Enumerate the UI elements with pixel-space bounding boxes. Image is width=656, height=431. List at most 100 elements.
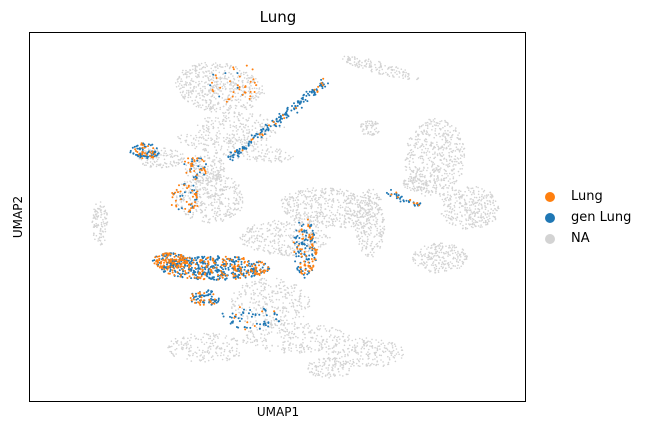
data-point bbox=[433, 170, 436, 172]
data-point bbox=[223, 175, 225, 178]
data-point bbox=[372, 247, 375, 250]
data-point bbox=[429, 194, 432, 196]
data-point bbox=[304, 195, 307, 197]
data-point bbox=[354, 58, 356, 60]
data-point bbox=[341, 214, 344, 216]
data-point bbox=[171, 150, 173, 153]
data-point bbox=[460, 173, 463, 175]
data-point bbox=[416, 78, 419, 80]
data-point bbox=[275, 226, 278, 228]
data-point bbox=[260, 223, 263, 226]
data-point bbox=[417, 157, 420, 159]
data-point bbox=[208, 157, 211, 160]
data-point bbox=[451, 208, 454, 210]
data-point bbox=[461, 227, 464, 230]
data-point bbox=[274, 222, 277, 225]
data-point bbox=[452, 129, 455, 132]
data-point bbox=[339, 188, 342, 191]
data-point bbox=[169, 156, 172, 158]
data-point bbox=[390, 68, 393, 71]
data-point bbox=[426, 163, 428, 166]
data-point bbox=[387, 66, 390, 69]
data-point bbox=[325, 200, 327, 202]
data-point bbox=[207, 333, 209, 336]
data-point bbox=[319, 246, 322, 248]
data-point bbox=[175, 340, 177, 343]
data-point bbox=[403, 71, 405, 74]
data-point bbox=[277, 234, 280, 237]
data-point bbox=[445, 132, 447, 135]
data-point bbox=[339, 351, 342, 354]
data-point bbox=[432, 261, 435, 263]
data-point bbox=[431, 166, 433, 168]
data-point bbox=[360, 64, 363, 67]
data-point bbox=[336, 218, 339, 221]
data-point bbox=[92, 234, 95, 236]
data-point bbox=[426, 121, 429, 124]
data-point bbox=[363, 345, 365, 347]
data-point bbox=[288, 154, 290, 157]
data-point bbox=[465, 223, 467, 225]
data-point bbox=[264, 288, 266, 291]
data-point bbox=[461, 194, 464, 196]
data-point bbox=[195, 105, 198, 108]
data-point bbox=[209, 117, 211, 119]
data-point bbox=[218, 207, 221, 210]
data-point bbox=[371, 207, 374, 209]
data-point bbox=[234, 88, 236, 90]
data-point bbox=[461, 248, 464, 250]
data-point bbox=[421, 254, 423, 257]
data-point bbox=[371, 208, 373, 211]
data-point bbox=[446, 196, 449, 199]
data-point bbox=[378, 71, 380, 74]
data-point bbox=[359, 237, 362, 240]
data-point bbox=[230, 64, 232, 67]
data-point bbox=[462, 143, 464, 146]
data-point bbox=[312, 216, 315, 219]
data-point bbox=[447, 217, 450, 219]
data-point bbox=[178, 76, 180, 79]
data-point bbox=[468, 215, 471, 217]
data-point bbox=[323, 217, 326, 220]
data-point bbox=[474, 214, 476, 216]
data-point bbox=[250, 100, 253, 102]
data-point bbox=[191, 80, 194, 82]
data-point bbox=[290, 350, 293, 352]
data-point bbox=[311, 205, 313, 207]
data-point bbox=[238, 354, 240, 357]
data-point bbox=[251, 129, 254, 131]
data-point bbox=[359, 213, 361, 215]
data-point bbox=[207, 359, 210, 362]
data-point bbox=[280, 287, 282, 290]
data-point bbox=[182, 199, 185, 202]
data-point bbox=[99, 230, 101, 232]
data-point bbox=[463, 154, 466, 157]
data-point bbox=[481, 188, 483, 190]
data-point bbox=[472, 189, 475, 192]
data-point bbox=[286, 223, 289, 226]
data-point bbox=[254, 97, 256, 99]
data-point bbox=[466, 194, 468, 197]
data-point bbox=[480, 213, 483, 215]
data-point bbox=[358, 216, 360, 219]
data-point bbox=[347, 194, 350, 197]
data-point bbox=[329, 215, 332, 217]
data-point bbox=[266, 303, 268, 306]
data-point bbox=[249, 88, 251, 91]
data-point bbox=[439, 259, 442, 261]
data-point bbox=[458, 151, 461, 153]
data-point bbox=[180, 84, 183, 87]
data-point bbox=[205, 71, 208, 73]
data-point bbox=[407, 78, 409, 80]
data-point bbox=[431, 174, 433, 176]
data-point bbox=[477, 212, 479, 214]
data-point bbox=[210, 137, 212, 139]
data-point bbox=[258, 235, 261, 237]
data-point bbox=[347, 373, 349, 376]
data-point bbox=[445, 170, 447, 172]
data-point bbox=[422, 145, 425, 148]
data-point bbox=[241, 200, 244, 202]
data-point bbox=[318, 341, 321, 344]
data-point bbox=[197, 179, 200, 182]
data-point bbox=[494, 208, 497, 210]
